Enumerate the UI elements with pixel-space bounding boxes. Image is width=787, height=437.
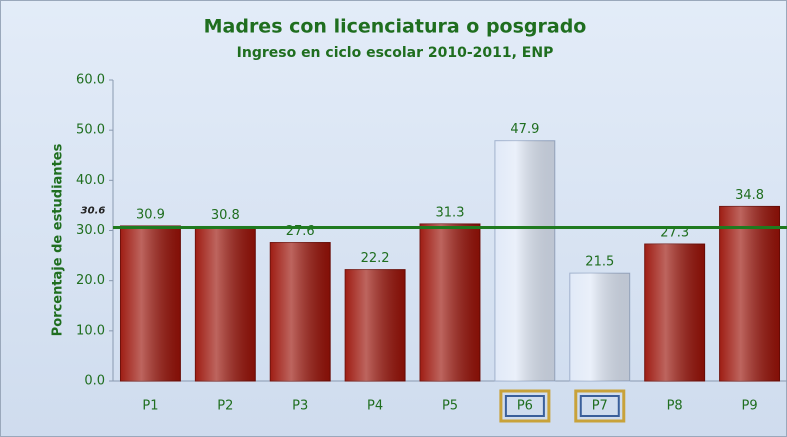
y-tick-label: 20.0 <box>76 273 105 288</box>
label-box-inner <box>579 395 620 417</box>
chart-subtitle: Ingreso en ciclo escolar 2010-2011, ENP <box>237 45 554 61</box>
bar-shine <box>120 225 181 381</box>
y-tick-label: 50.0 <box>76 123 105 138</box>
bar-shine <box>270 242 331 381</box>
bar-shine <box>569 273 630 381</box>
value-label: 31.3 <box>436 205 465 220</box>
y-tick-label: 40.0 <box>76 173 105 188</box>
bar-shine <box>345 269 406 381</box>
x-tick-label: P7 <box>592 399 608 414</box>
value-label: 30.9 <box>136 207 165 222</box>
x-tick-label: P3 <box>292 399 308 414</box>
x-tick-label: P8 <box>667 399 683 414</box>
x-tick-label: P4 <box>367 399 383 414</box>
value-label: 22.2 <box>361 251 390 266</box>
bar-shine <box>494 140 555 381</box>
y-tick-label: 10.0 <box>76 323 105 338</box>
x-tick-label: P1 <box>142 399 158 414</box>
bar-shine <box>719 206 780 381</box>
value-label: 21.5 <box>585 255 614 270</box>
y-tick-label: 0.0 <box>84 374 105 389</box>
value-label: 30.8 <box>211 208 240 223</box>
x-tick-label: P6 <box>517 399 533 414</box>
x-tick-label: P9 <box>741 399 757 414</box>
value-label: 47.9 <box>510 122 539 137</box>
chart-title: Madres con licenciatura o posgrado <box>204 16 587 38</box>
reference-label: 30.6 <box>81 205 106 216</box>
label-box-outer <box>499 389 551 423</box>
bar-shine <box>195 226 256 381</box>
bar-shine <box>420 223 480 381</box>
y-tick-label: 60.0 <box>76 73 105 88</box>
bar-shine <box>644 244 705 381</box>
value-label: 34.8 <box>735 188 764 203</box>
label-box-outer <box>574 389 626 423</box>
x-tick-label: P2 <box>217 399 233 414</box>
value-label: 27.3 <box>660 226 689 241</box>
x-tick-label: P5 <box>442 399 458 414</box>
y-axis-label: Porcentaje de estudiantes <box>51 143 66 336</box>
label-box-inner <box>504 395 545 417</box>
y-tick-label: 30.0 <box>76 223 105 238</box>
